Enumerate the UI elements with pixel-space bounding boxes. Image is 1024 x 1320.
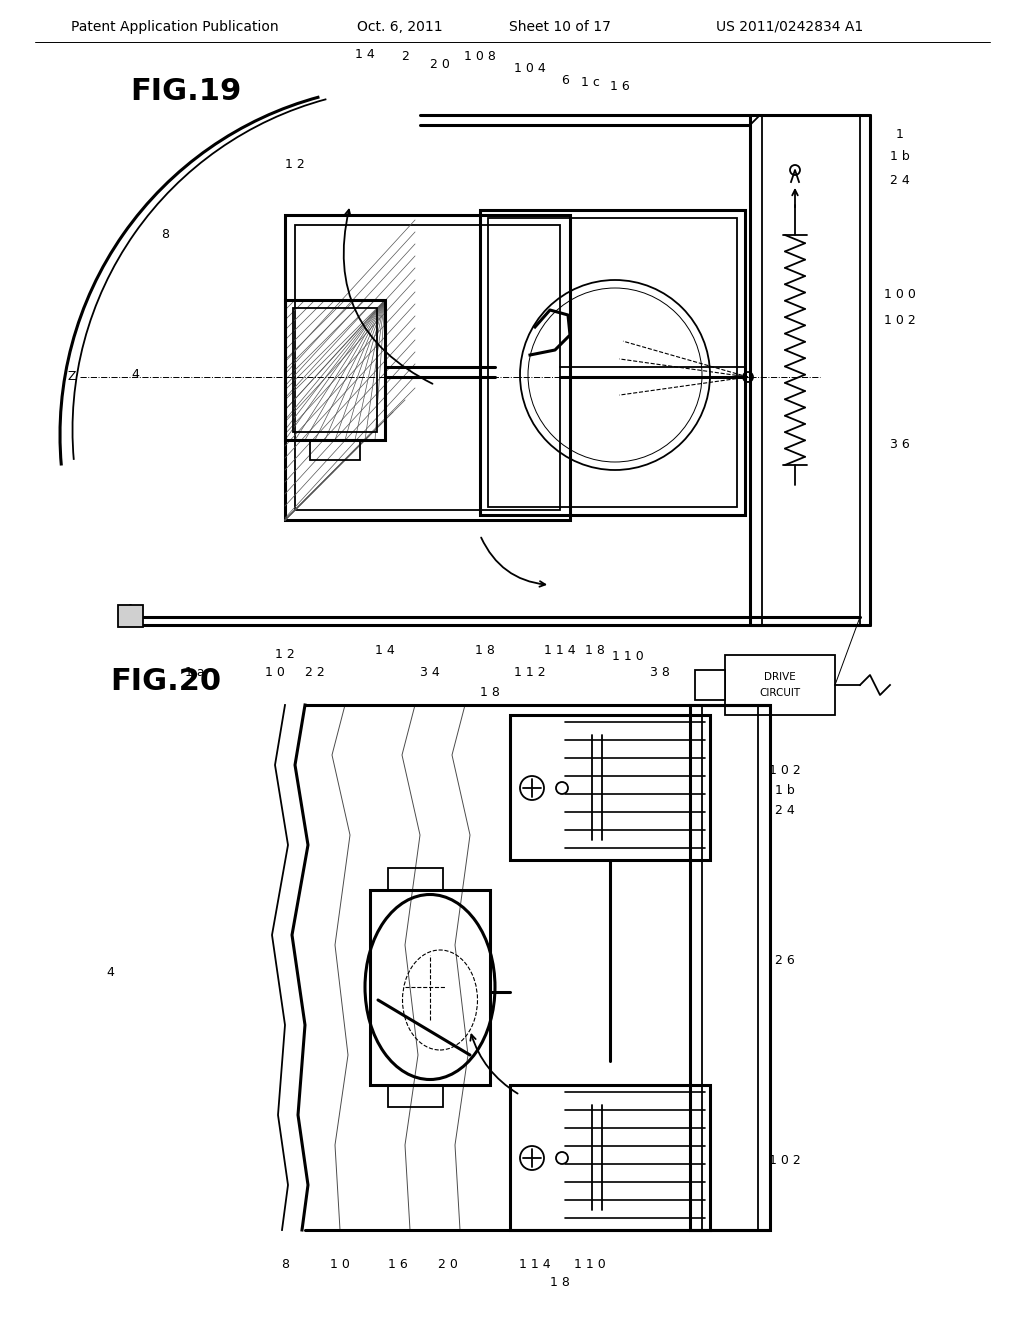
Bar (370, 890, 490, 1085)
Bar (725, 655, 835, 715)
Text: 1 2: 1 2 (285, 158, 305, 172)
Text: US 2011/0242834 A1: US 2011/0242834 A1 (717, 20, 863, 34)
Bar (310, 440, 360, 459)
Bar (690, 705, 770, 1230)
Bar (488, 218, 737, 507)
Circle shape (743, 372, 753, 381)
Text: 1 0 4: 1 0 4 (514, 62, 546, 75)
Text: 1 1 2: 1 1 2 (514, 667, 546, 680)
Text: 1 2: 1 2 (275, 648, 295, 661)
Text: 1 a: 1 a (185, 667, 205, 680)
Text: 2 6: 2 6 (775, 953, 795, 966)
Bar (285, 300, 385, 440)
Text: 1 8: 1 8 (585, 644, 605, 656)
Circle shape (790, 165, 800, 176)
Text: DRIVE: DRIVE (764, 672, 796, 682)
Text: 2 4: 2 4 (775, 804, 795, 817)
Text: 4: 4 (106, 966, 114, 979)
Bar (510, 1085, 710, 1230)
Text: Oct. 6, 2011: Oct. 6, 2011 (357, 20, 442, 34)
Text: 1 6: 1 6 (610, 81, 630, 94)
Text: 1 0: 1 0 (330, 1258, 350, 1271)
Bar (388, 1085, 443, 1107)
Text: 6: 6 (561, 74, 569, 87)
Text: FIG.19: FIG.19 (130, 78, 242, 107)
Text: 1 1 0: 1 1 0 (574, 1258, 606, 1271)
Text: 1 b: 1 b (775, 784, 795, 796)
Text: 3 4: 3 4 (420, 667, 440, 680)
Text: 3 8: 3 8 (650, 667, 670, 680)
Text: 1 1 0: 1 1 0 (612, 651, 644, 664)
Text: Sheet 10 of 17: Sheet 10 of 17 (509, 20, 611, 34)
Text: 2 4: 2 4 (890, 173, 910, 186)
Text: 1 6: 1 6 (388, 1258, 408, 1271)
Text: CIRCUIT: CIRCUIT (760, 688, 801, 698)
Text: 1 4: 1 4 (355, 49, 375, 62)
Text: 2 2: 2 2 (305, 667, 325, 680)
Text: 1 b: 1 b (890, 150, 910, 164)
Text: 1 c: 1 c (581, 77, 599, 90)
Text: 1 0 2: 1 0 2 (769, 1154, 801, 1167)
Text: Patent Application Publication: Patent Application Publication (72, 20, 279, 34)
Text: 1 4: 1 4 (375, 644, 395, 656)
Bar (118, 605, 143, 627)
Text: 8: 8 (281, 1258, 289, 1271)
Bar (480, 210, 745, 515)
Text: 8: 8 (161, 228, 169, 242)
Bar (695, 671, 725, 700)
Text: 1 0 2: 1 0 2 (769, 763, 801, 776)
Bar (388, 869, 443, 890)
Text: 1 8: 1 8 (475, 644, 495, 656)
Text: 1 1 4: 1 1 4 (544, 644, 575, 656)
Bar (295, 224, 560, 510)
Text: 1 0 0: 1 0 0 (884, 289, 915, 301)
Text: 1 0 8: 1 0 8 (464, 50, 496, 63)
Text: 2 0: 2 0 (438, 1258, 458, 1271)
Text: 4: 4 (131, 368, 139, 381)
Bar (293, 308, 377, 432)
Text: 3 6: 3 6 (890, 438, 910, 451)
Text: FIG.20: FIG.20 (110, 668, 221, 697)
Text: Z: Z (68, 371, 76, 384)
Text: 2: 2 (401, 50, 409, 63)
Text: 1 0 2: 1 0 2 (884, 314, 915, 326)
Text: 1 1 4: 1 1 4 (519, 1258, 551, 1271)
Bar (510, 715, 710, 861)
Text: 1 8: 1 8 (550, 1275, 570, 1288)
Text: 1 8: 1 8 (480, 686, 500, 700)
Text: 1: 1 (896, 128, 904, 141)
Bar (285, 215, 570, 520)
Text: 1 0: 1 0 (265, 667, 285, 680)
Text: 2 0: 2 0 (430, 58, 450, 71)
